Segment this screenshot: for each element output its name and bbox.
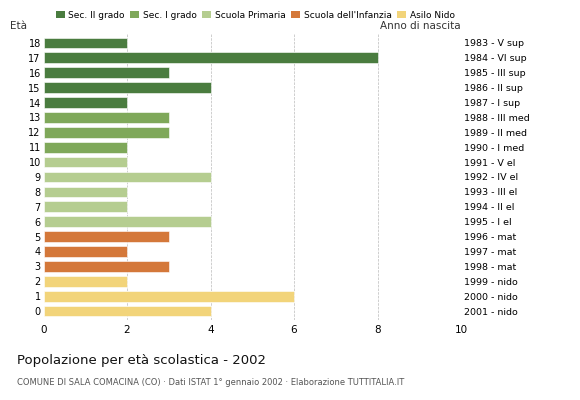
Bar <box>44 142 127 152</box>
Bar <box>44 246 127 257</box>
Text: Popolazione per età scolastica - 2002: Popolazione per età scolastica - 2002 <box>17 354 266 367</box>
Bar <box>44 216 211 227</box>
Bar <box>44 276 127 287</box>
Bar <box>44 82 211 93</box>
Bar <box>44 67 169 78</box>
Bar <box>44 261 169 272</box>
Text: Anno di nascita: Anno di nascita <box>380 21 461 31</box>
Bar <box>44 306 211 316</box>
Bar <box>44 38 127 48</box>
Legend: Sec. II grado, Sec. I grado, Scuola Primaria, Scuola dell'Infanzia, Asilo Nido: Sec. II grado, Sec. I grado, Scuola Prim… <box>56 10 455 20</box>
Bar <box>44 127 169 138</box>
Bar <box>44 112 169 123</box>
Bar <box>44 291 294 302</box>
Text: COMUNE DI SALA COMACINA (CO) · Dati ISTAT 1° gennaio 2002 · Elaborazione TUTTITA: COMUNE DI SALA COMACINA (CO) · Dati ISTA… <box>17 378 405 387</box>
Bar <box>44 172 211 182</box>
Bar <box>44 52 378 63</box>
Bar <box>44 231 169 242</box>
Text: Età: Età <box>10 21 27 31</box>
Bar <box>44 202 127 212</box>
Bar <box>44 157 127 168</box>
Bar <box>44 97 127 108</box>
Bar <box>44 186 127 197</box>
